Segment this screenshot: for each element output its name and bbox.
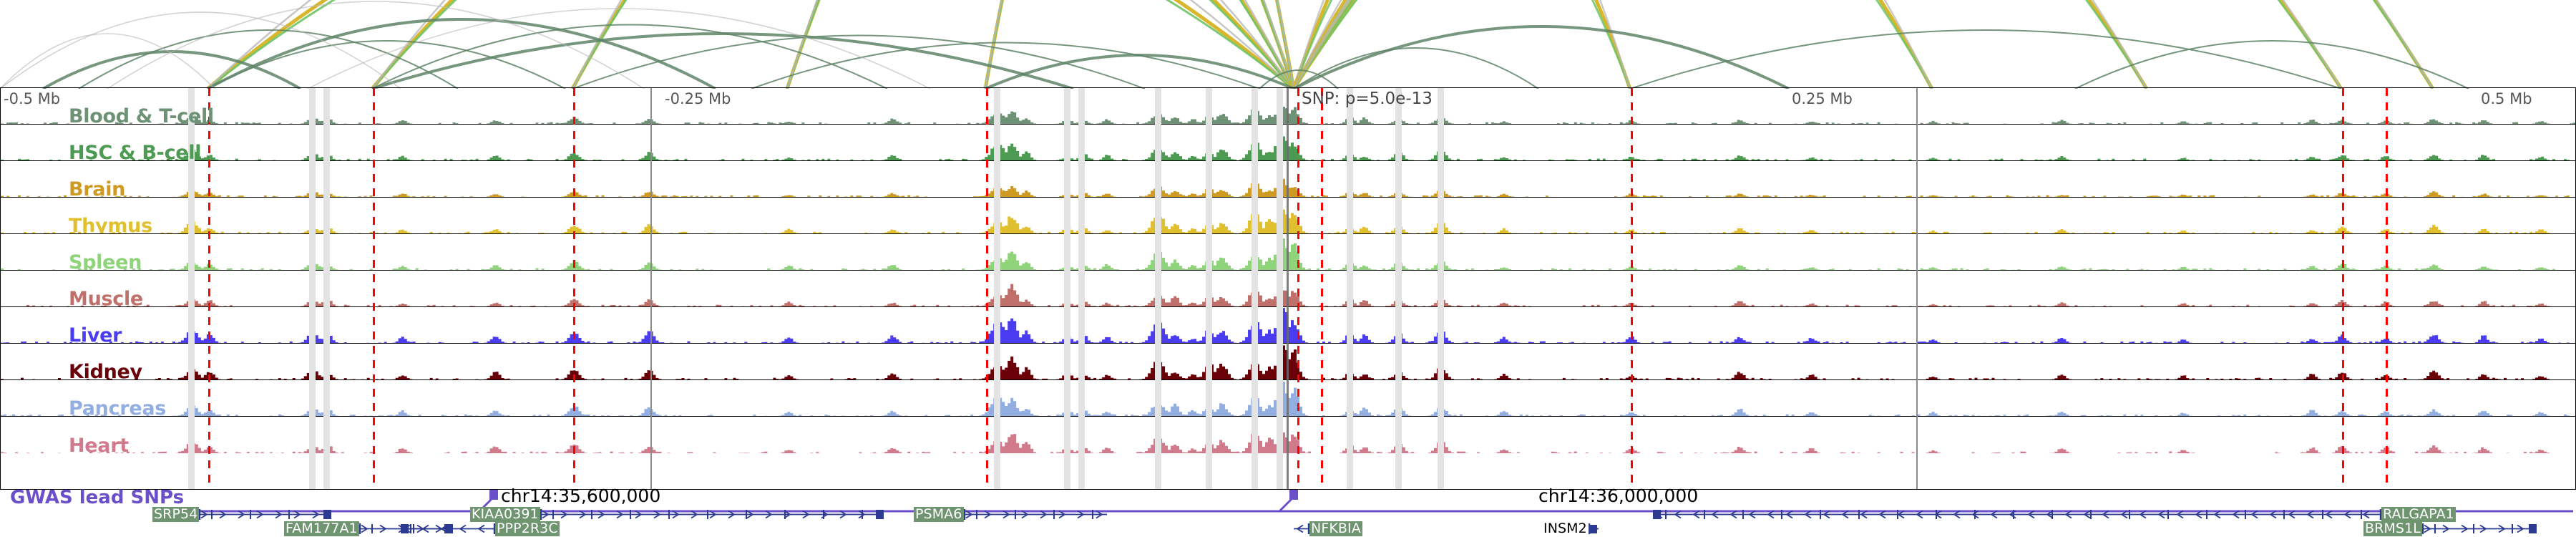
gene-label[interactable]: INSM2 <box>1543 521 1587 536</box>
gene-body <box>401 521 495 536</box>
gene-body <box>1588 521 1599 536</box>
loop-arc <box>372 0 1294 89</box>
loop-arc <box>1294 48 1538 89</box>
loop-arc <box>372 25 887 90</box>
axis-tick-label: -0.25 Mb <box>665 90 731 107</box>
signal-track: Thymus <box>1 198 2575 234</box>
gene-model[interactable]: PPP2R3C <box>401 521 560 536</box>
gene-body <box>540 507 884 522</box>
gene-model[interactable]: RALGAPA1 <box>1653 507 2456 522</box>
gene-label[interactable]: FAM177A1 <box>284 521 359 536</box>
loop-arc <box>43 52 301 89</box>
loop-arc <box>572 0 1294 89</box>
gene-model[interactable]: INSM2 <box>1542 521 1599 536</box>
track-label: Thymus <box>69 215 152 234</box>
gene-body <box>963 507 1107 522</box>
loop-arc <box>208 19 716 89</box>
gene-model[interactable]: SRP54 <box>152 506 332 522</box>
signal-track: HSC & B-cell <box>1 125 2575 161</box>
genomic-coordinate-label: chr14:36,000,000 <box>1538 485 1699 506</box>
loop-arc <box>0 12 401 89</box>
loop-arc <box>572 36 1145 90</box>
gwas-lead-snp[interactable] <box>1278 490 1298 513</box>
gene-model[interactable]: FAM177A1 <box>284 521 452 536</box>
loop-arc <box>1630 30 2341 89</box>
axis-tick-label: 0.5 Mb <box>2481 90 2532 107</box>
signal-track: Heart <box>1 417 2575 453</box>
gene-row-upper: SRP54 KIAA0391 PSMA6 RALGAPA1 <box>0 507 2576 522</box>
track-label: Liver <box>69 324 122 344</box>
loop-arc <box>985 55 1294 89</box>
gene-label[interactable]: KIAA0391 <box>470 506 540 522</box>
loop-arc <box>372 0 1294 89</box>
loop-arc <box>1294 0 2341 89</box>
loop-arc <box>2075 41 2469 89</box>
loop-arc <box>372 0 1294 89</box>
loop-arc <box>208 0 1294 89</box>
loop-arc <box>1259 70 1338 89</box>
loop-arc <box>1294 0 2147 89</box>
gene-label[interactable]: BRMS1L <box>2363 521 2422 536</box>
track-label: Spleen <box>69 251 142 271</box>
loop-arc <box>79 30 458 89</box>
track-label: Muscle <box>69 288 143 307</box>
loop-arc <box>1294 0 2433 89</box>
gene-body <box>2421 521 2537 536</box>
loop-arc <box>208 0 1294 89</box>
loop-arc <box>107 1 644 89</box>
track-label: HSC & B-cell <box>69 142 202 161</box>
loop-arc <box>1294 0 2147 89</box>
gene-model[interactable]: PSMA6 <box>914 507 1107 522</box>
gwas-track-label: GWAS lead SNPs <box>10 487 185 508</box>
loop-arc <box>1294 0 2433 89</box>
loop-arc <box>1294 0 2341 89</box>
signal-track: Brain <box>1 161 2575 198</box>
track-label: Heart <box>69 435 129 453</box>
signal-track: Spleen <box>1 234 2575 271</box>
axis-tick-label: -0.5 Mb <box>4 90 61 107</box>
genomic-coordinate-label: chr14:35,600,000 <box>501 485 661 506</box>
loop-arc <box>1294 0 2433 89</box>
tracks-container: Blood & T-cell -0.5 Mb -0.25 Mb 0.25 Mb 0.5 … <box>1 88 2575 453</box>
gene-label[interactable]: PSMA6 <box>914 506 964 522</box>
loop-arc <box>1294 26 1789 89</box>
loop-arc <box>751 43 1259 90</box>
gene-model[interactable]: KIAA0391 <box>470 507 884 522</box>
gene-body <box>1653 507 2381 522</box>
gene-label[interactable]: NFKBIA <box>1309 521 1362 536</box>
signal-track: Blood & T-cell -0.5 Mb -0.25 Mb 0.25 Mb 0.5 … <box>1 88 2575 125</box>
signal-track: Pancreas <box>1 380 2575 417</box>
signal-track: Liver <box>1 307 2575 344</box>
loop-arc <box>208 0 1294 89</box>
gene-label[interactable]: SRP54 <box>152 506 200 522</box>
loop-arc <box>572 0 1294 89</box>
gene-body <box>199 507 332 522</box>
loop-arc <box>308 9 930 89</box>
gene-label[interactable]: PPP2R3C <box>495 521 560 536</box>
gene-label[interactable]: RALGAPA1 <box>2381 506 2456 522</box>
track-label: Pancreas <box>69 397 167 417</box>
gene-model[interactable]: NFKBIA <box>1294 521 1362 536</box>
track-label: Kidney <box>69 361 142 380</box>
signal-tracks-panel: Blood & T-cell -0.5 Mb -0.25 Mb 0.25 Mb 0.5 … <box>0 87 2576 490</box>
loop-arc <box>1294 0 2147 89</box>
annotation-panel: GWAS lead SNPs chr14:35,600,000 chr14:36,… <box>0 485 2576 537</box>
gwas-lead-snps-track <box>165 490 2573 513</box>
gene-body <box>1294 521 1309 536</box>
track-label: Brain <box>69 178 126 198</box>
signal-track: Muscle <box>1 271 2575 307</box>
track-label: Blood & T-cell <box>69 105 214 125</box>
loop-arc <box>372 34 1073 89</box>
loop-arc <box>572 0 1294 89</box>
snp-pvalue-annotation: SNP: p=5.0e-13 <box>1302 90 1433 108</box>
axis-tick-label: 0.25 Mb <box>1792 90 1853 107</box>
signal-track: Kidney <box>1 344 2575 380</box>
loop-arc <box>0 34 215 89</box>
gene-row-lower: FAM177A1 PPP2R3C NFKBIA INSM2 BRMS1L <box>0 521 2576 536</box>
gene-model[interactable]: BRMS1L <box>2363 521 2537 536</box>
loop-arc <box>1294 0 2341 89</box>
chromatin-loop-arcs <box>0 0 2576 89</box>
loop-arc <box>208 41 565 89</box>
